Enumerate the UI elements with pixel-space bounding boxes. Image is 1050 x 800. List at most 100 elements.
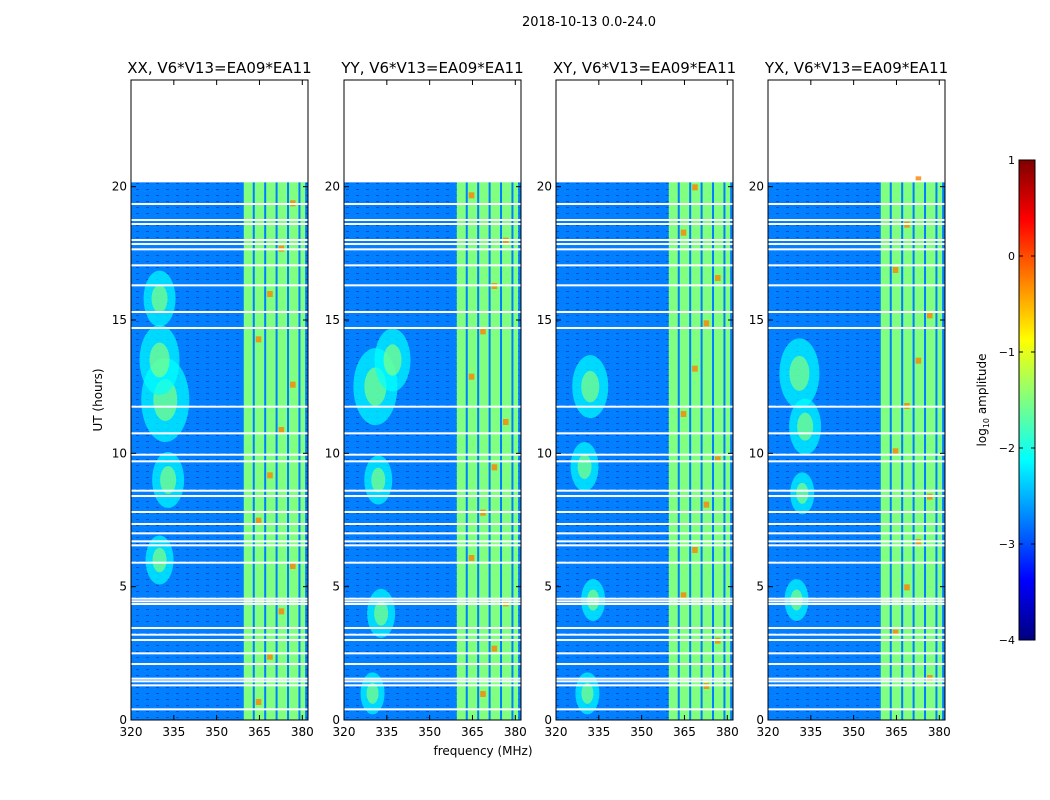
- flagged-row: [556, 495, 733, 497]
- flagged-row: [131, 532, 308, 535]
- flagged-row: [131, 600, 308, 603]
- flagged-row: [768, 432, 945, 435]
- flagged-row: [556, 708, 733, 711]
- y-tick-label: 20: [749, 180, 764, 194]
- flagged-row: [556, 633, 733, 636]
- x-tick-label: 365: [673, 725, 696, 739]
- rfi-hotspot: [927, 312, 933, 319]
- panel-title: YX, V6*V13=EA09*EA11: [764, 59, 948, 77]
- flagged-row: [768, 523, 945, 525]
- y-tick-label: 5: [544, 580, 552, 594]
- flagged-row: [768, 405, 945, 408]
- flagged-row: [768, 219, 945, 221]
- flagged-row: [344, 495, 521, 497]
- bright-region-core: [796, 482, 809, 504]
- flagged-row: [768, 203, 945, 205]
- rfi-hotspot: [904, 584, 910, 591]
- flagged-row: [131, 203, 308, 205]
- rfi-hotspot: [915, 357, 922, 364]
- flagged-row: [768, 633, 945, 636]
- flagged-row: [556, 405, 733, 408]
- rfi-hotspot: [915, 176, 922, 183]
- rfi-hotspot: [680, 229, 687, 236]
- colorbar: 1 0 −1 −2 −3 −4: [999, 154, 1036, 647]
- flagged-row: [556, 219, 733, 221]
- flagged-row: [131, 708, 308, 711]
- flagged-row: [131, 540, 308, 543]
- flagged-row: [768, 243, 945, 245]
- flagged-row: [344, 597, 521, 600]
- flagged-row: [344, 677, 521, 680]
- x-tick-label: 335: [587, 725, 610, 739]
- flagged-row: [344, 453, 521, 456]
- figure-title: 2018-10-13 0.0-24.0: [522, 15, 656, 30]
- flagged-row: [768, 639, 945, 641]
- flagged-row: [131, 603, 308, 605]
- bright-region-core: [151, 284, 168, 313]
- flagged-row: [768, 652, 945, 655]
- rfi-hotspot: [491, 645, 498, 652]
- flagged-row: [131, 627, 308, 629]
- flagged-row: [344, 405, 521, 408]
- rfi-hotspot: [255, 336, 262, 343]
- bright-region-core: [581, 682, 594, 704]
- flagged-row: [556, 627, 733, 629]
- rfi-channel-line: [723, 181, 726, 720]
- rfi-hotspot: [715, 456, 721, 463]
- panel-title: YY, V6*V13=EA09*EA11: [340, 59, 523, 77]
- flagged-row: [344, 544, 521, 547]
- x-tick-label: 350: [205, 725, 228, 739]
- rfi-hotspot: [267, 472, 273, 479]
- flagged-row: [344, 523, 521, 525]
- rfi-hotspot: [892, 267, 899, 273]
- flagged-row: [556, 327, 733, 329]
- y-tick-label: 5: [119, 580, 127, 594]
- flagged-row: [768, 248, 945, 251]
- flagged-row: [344, 248, 521, 251]
- flagged-row: [556, 680, 733, 683]
- panel-title: XX, V6*V13=EA09*EA11: [127, 59, 311, 77]
- colorbar-tick-label: −2: [999, 442, 1015, 455]
- x-tick-label: 320: [333, 725, 356, 739]
- flagged-row: [556, 532, 733, 535]
- flagged-row: [768, 708, 945, 711]
- flagged-row: [556, 603, 733, 605]
- flagged-row: [556, 180, 733, 183]
- rfi-hotspot: [267, 291, 273, 297]
- flagged-row: [556, 460, 733, 463]
- flagged-row: [768, 597, 945, 600]
- rfi-channel-line: [252, 181, 255, 720]
- rfi-hotspot: [715, 275, 721, 281]
- rfi-hotspot: [267, 653, 273, 660]
- x-axis-label: frequency (MHz): [433, 744, 532, 758]
- rfi-hotspot: [680, 411, 687, 417]
- flagged-row: [131, 561, 308, 564]
- x-tick-label: 380: [928, 725, 951, 739]
- y-tick-label: 5: [332, 580, 340, 594]
- y-tick-label: 20: [112, 180, 127, 194]
- flagged-row: [556, 540, 733, 543]
- y-tick-label: 10: [537, 446, 552, 460]
- x-tick-label: 380: [716, 725, 739, 739]
- flagged-row: [556, 453, 733, 456]
- bright-region-core: [383, 344, 402, 376]
- flagged-row: [768, 663, 945, 665]
- flagged-row: [768, 239, 945, 241]
- flagged-row: [344, 639, 521, 641]
- y-tick-label: 0: [544, 713, 552, 727]
- flagged-row: [131, 223, 308, 225]
- flagged-row: [131, 327, 308, 329]
- flagged-row: [556, 561, 733, 564]
- x-tick-label: 380: [504, 725, 527, 739]
- y-tick-label: 5: [756, 580, 764, 594]
- rfi-channel-line: [500, 181, 503, 720]
- flagged-row: [768, 540, 945, 543]
- panel: YY, V6*V13=EA09*EA11 320 335 350 365 380 0 5 10 1…: [325, 59, 527, 739]
- flagged-row: [556, 311, 733, 313]
- x-tick-label: 365: [248, 725, 271, 739]
- flagged-row: [131, 432, 308, 435]
- flagged-row: [131, 523, 308, 525]
- rfi-channel-line: [465, 181, 468, 720]
- rfi-hotspot: [491, 464, 498, 471]
- rfi-hotspot: [290, 381, 296, 388]
